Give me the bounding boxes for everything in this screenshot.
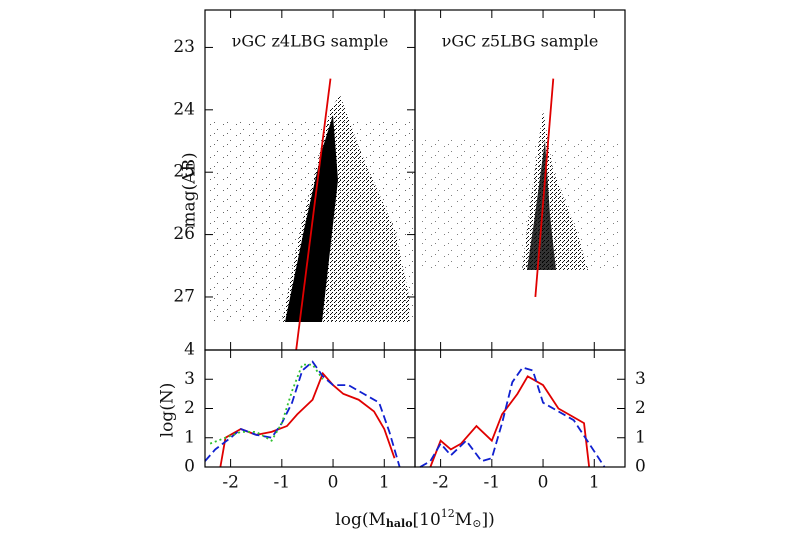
- y-tick-label: 24: [173, 99, 195, 119]
- histogram-line: [429, 375, 591, 468]
- fit-line: [295, 78, 332, 351]
- panel-title: νGC z5LBG sample: [442, 32, 599, 51]
- y2-tick-label: 3: [635, 369, 646, 389]
- y-tick-label: 25: [173, 162, 195, 182]
- y-tick-label: 2: [184, 398, 195, 418]
- x-label-part: halo: [386, 517, 413, 530]
- x-tick-label: 1: [589, 473, 600, 493]
- x-label-part: 12: [441, 507, 455, 520]
- x-label-part: ⊙: [472, 517, 481, 530]
- panel-frame: [204, 349, 416, 468]
- x-tick-label: -1: [274, 473, 291, 493]
- fit-line: [534, 78, 555, 298]
- x-label-part: log(M: [335, 510, 386, 530]
- y-tick-label: 27: [173, 286, 195, 306]
- y-axis-label: log(N): [158, 383, 178, 438]
- x-axis-label: log(Mhalo[1012M⊙]): [335, 507, 494, 530]
- y2-tick-label: 2: [635, 398, 646, 418]
- x-tick-label: -2: [222, 473, 239, 493]
- histogram-line: [204, 360, 401, 468]
- y-tick-label: 0: [184, 457, 195, 477]
- point-clouds: [208, 95, 620, 322]
- panel-title: νGC z4LBG sample: [232, 32, 389, 51]
- y-tick-label: 1: [184, 427, 195, 447]
- x-label-part: ]): [481, 510, 494, 530]
- x-label-part: [10: [413, 510, 441, 530]
- y-tick-label: 26: [173, 224, 195, 244]
- y-tick-label: 4: [184, 340, 195, 360]
- y-tick-label: 23: [173, 37, 195, 57]
- dense-core: [285, 115, 338, 322]
- histogram-line: [219, 371, 396, 468]
- y-axis-label: mag(AB): [180, 152, 200, 227]
- histogram-line: [209, 363, 324, 445]
- y-tick-label: 3: [184, 369, 195, 389]
- x-tick-label: 1: [379, 473, 390, 493]
- y2-tick-label: 1: [635, 427, 646, 447]
- x-tick-label: 0: [328, 473, 339, 493]
- histogram-line: [419, 366, 606, 468]
- y2-tick-label: 0: [635, 457, 646, 477]
- x-tick-label: -1: [484, 473, 501, 493]
- x-tick-label: 0: [538, 473, 549, 493]
- x-tick-label: -2: [432, 473, 449, 493]
- x-label-part: M: [455, 510, 472, 530]
- dense-core: [527, 140, 556, 270]
- sparse-points: [420, 140, 620, 270]
